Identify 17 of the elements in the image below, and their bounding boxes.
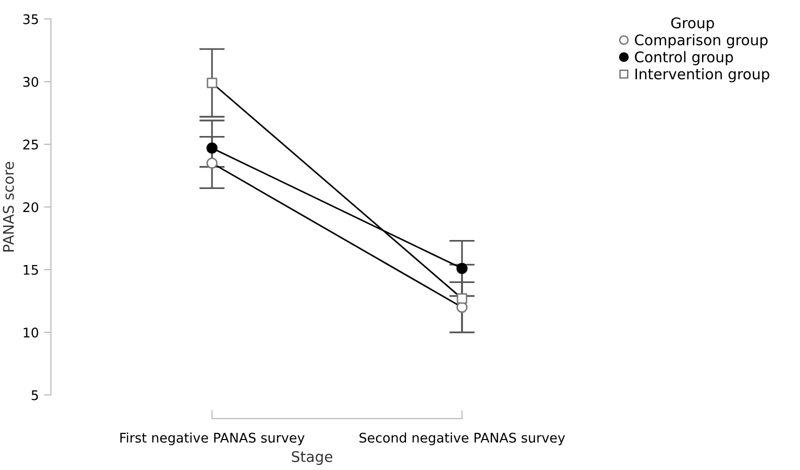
point [456, 293, 468, 304]
y-tick-label: 5 [32, 390, 38, 400]
y-tick-label: 30 [23, 76, 38, 87]
x-tick-label: Second negative PANAS survey [360, 432, 565, 446]
y-axis-title: PANAS score [2, 162, 14, 252]
x-axis-title: Stage [292, 451, 332, 465]
y-tick-label: 20 [23, 202, 38, 212]
y-tick-label: 15 [24, 265, 38, 275]
legend-title: Group [671, 17, 714, 32]
legend-label: Comparison group [634, 34, 768, 48]
legend-label: Control group [634, 51, 733, 66]
y-tick-label: 35 [23, 14, 38, 24]
legend-label: Intervention group [636, 68, 770, 82]
y-tick-label: 10 [24, 328, 38, 338]
y-tick-label: 25 [23, 140, 38, 150]
x-tick-label: First negative PANAS survey [120, 432, 305, 446]
point [206, 78, 218, 88]
